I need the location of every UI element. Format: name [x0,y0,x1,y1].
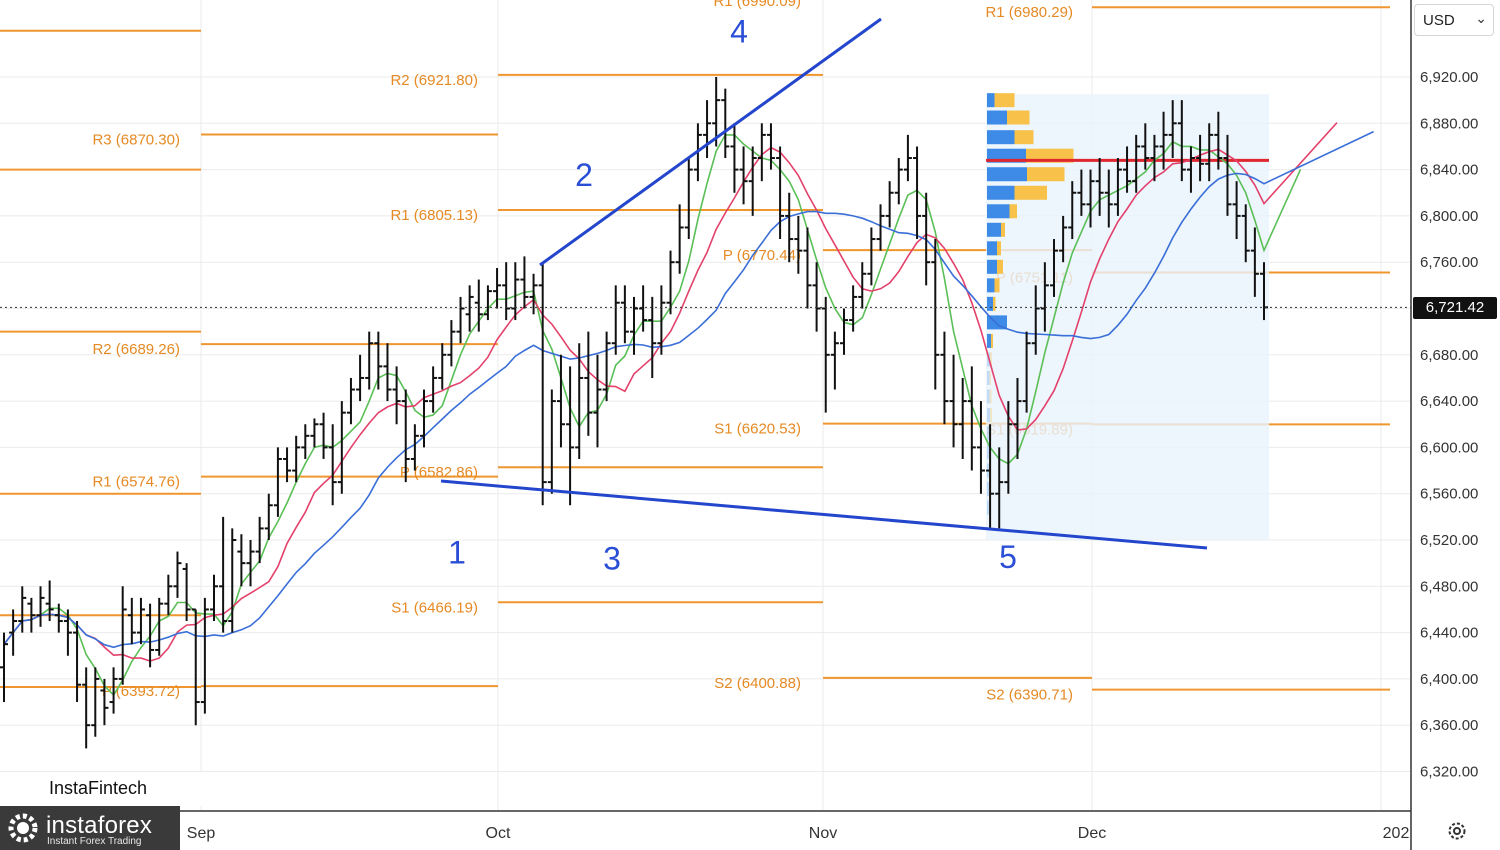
pivot-label: S1 (6466.19) [391,599,478,616]
pivot-label: S2 (6390.71) [986,687,1073,704]
vp-sell-bar [1014,130,1034,145]
wave-label-3: 3 [603,540,621,576]
vp-buy-bar [987,222,1001,237]
vp-buy-bar [987,333,991,348]
vp-buy-bar [987,185,1015,200]
brand-name: instaforex [46,812,153,839]
y-tick-label: 6,680.00 [1420,347,1478,364]
x-tick-label: 202 [1383,825,1410,842]
vp-sell-bar [989,389,992,404]
upper-trendline [539,17,882,267]
vp-sell-bar [991,333,993,348]
pivot-levels: R3 (6870.30) R2 (6689.26) R1 (6574.76) P (6… [0,0,1390,704]
y-tick-label: 6,600.00 [1420,439,1478,456]
gear-logo-icon [8,813,38,843]
lower-trendline [440,479,1208,550]
vp-sell-bar [1014,185,1047,200]
vp-buy-bar [987,296,993,311]
vp-buy-bar [987,278,995,293]
vp-buy-bar [987,407,990,422]
vp-sell-bar [994,93,1015,108]
pivot-label: R3 (6870.30) [92,132,180,149]
vp-sell-bar [994,278,1000,293]
vp-buy-bar [987,241,997,256]
y-tick-label: 6,800.00 [1420,208,1478,225]
vp-sell-bar [1007,110,1030,125]
vp-buy-bar [987,500,989,515]
y-tick-label: 6,840.00 [1420,162,1478,179]
wave-label-2: 2 [575,157,593,193]
vp-buy-bar [987,93,995,108]
vp-buy-bar [987,426,990,441]
instafintech-watermark: InstaFintech [40,772,236,806]
vp-sell-bar [1009,204,1017,219]
y-tick-label: 6,880.00 [1420,115,1478,132]
vp-sell-bar [990,352,992,367]
y-tick-label: 6,400.00 [1420,671,1478,688]
pivot-label: S1 (6620.53) [714,421,801,438]
pivot-label: P (6770.44) [723,247,801,264]
x-tick-label: Dec [1078,825,1106,842]
pivot-label: P (6393.72) [102,683,180,700]
vp-sell-bar [990,407,992,422]
y-tick-label: 6,640.00 [1420,393,1478,410]
vp-sell-bar [1027,167,1065,182]
chevron-down-icon: ⌄ [1475,10,1487,26]
settings-gear-icon[interactable] [1446,820,1468,842]
vp-buy-bar [987,259,997,274]
ma-slow-line [3,130,1374,649]
ma-mid-line [3,122,1338,662]
vp-buy-bar [987,167,1027,182]
vp-sell-bar [989,370,991,385]
vp-buy-bar [987,130,1015,145]
y-tick-label: 6,920.00 [1420,69,1478,86]
vp-sell-bar [997,259,1003,274]
ohlc-bars [0,77,1268,749]
pivot-label: R1 (6990.09) [713,0,801,10]
ma-fast-line [3,134,1302,697]
current-price-tag: 6,721.42 [1413,297,1497,319]
currency-value: USD [1423,12,1455,29]
x-tick-label: Oct [486,825,511,842]
vp-buy-bar [987,370,990,385]
y-tick-label: 6,560.00 [1420,486,1478,503]
pivot-label: R2 (6689.26) [92,341,180,358]
vp-buy-bar [987,204,1010,219]
pivot-label: S2 (6400.88) [714,675,801,692]
wave-label-5: 5 [999,539,1017,575]
y-tick-label: 6,520.00 [1420,532,1478,549]
vp-sell-bar [993,296,996,311]
pivot-label: R1 (6980.29) [985,4,1073,21]
y-tick-label: 6,440.00 [1420,625,1478,642]
pivot-label: R2 (6921.80) [390,72,478,89]
vp-buy-bar [987,110,1007,125]
y-tick-label: 6,760.00 [1420,254,1478,271]
wave-label-1: 1 [448,535,466,571]
vp-sell-bar [997,241,1001,256]
y-tick-label: 6,320.00 [1420,764,1478,781]
brand-tagline: Instant Forex Trading [47,836,142,847]
moving-averages [3,122,1374,697]
vp-buy-bar [987,482,989,497]
pivot-label: R1 (6805.13) [390,207,478,224]
x-tick-label: Nov [809,825,837,842]
vp-buy-bar [987,389,990,404]
vp-buy-bar [987,445,989,460]
pivot-label: P (6582.86) [400,464,478,481]
pivot-label: R1 (6574.76) [92,474,180,491]
wave-annotations: 1 2 3 4 5 [440,14,1208,576]
vp-sell-bar [1001,222,1005,237]
y-tick-label: 6,480.00 [1420,578,1478,595]
wave-label-4: 4 [730,14,748,50]
currency-selector[interactable]: USD ⌄ [1414,4,1494,36]
y-tick-label: 6,360.00 [1420,717,1478,734]
watermark-text: InstaFintech [49,778,148,798]
instaforex-logo: instaforex Instant Forex Trading [0,806,180,850]
x-tick-label: Sep [187,825,216,842]
